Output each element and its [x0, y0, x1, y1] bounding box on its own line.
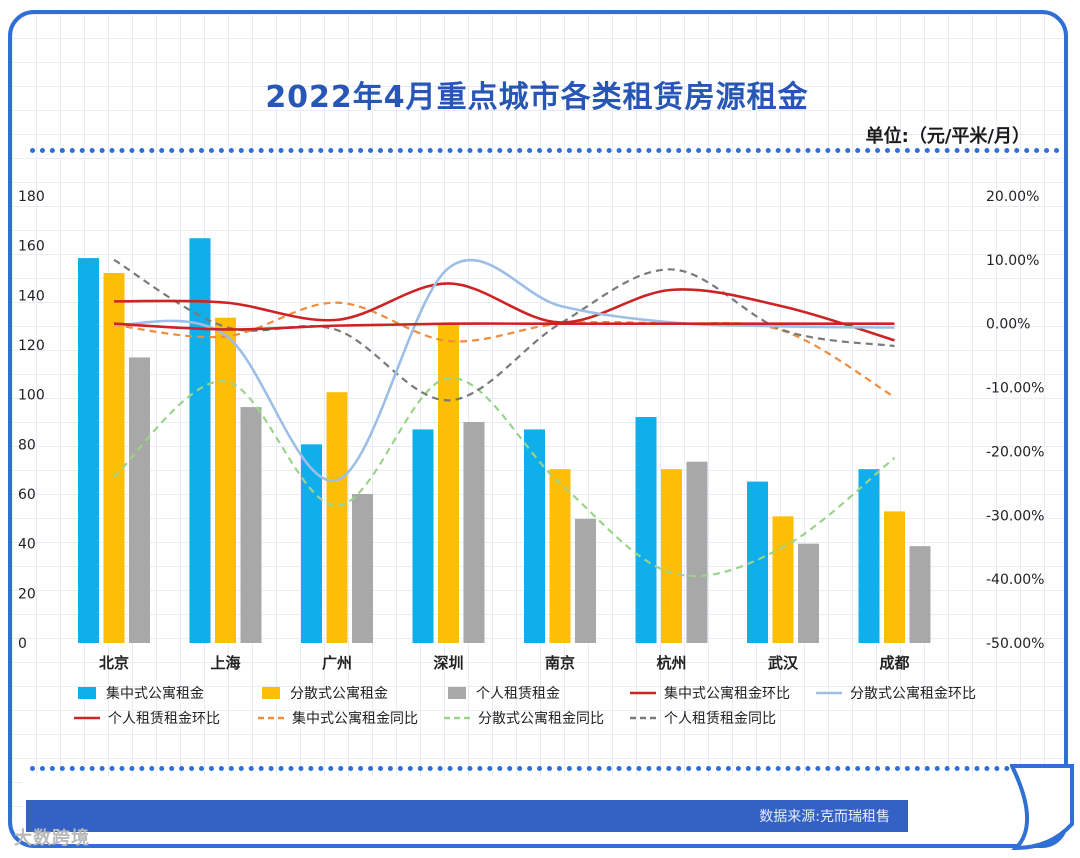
- bar: [301, 444, 322, 643]
- bar: [352, 494, 373, 643]
- right-axis-tick-label: 20.00%: [986, 189, 1039, 205]
- bar: [78, 258, 99, 643]
- right-axis-tick-label: -30.00%: [986, 508, 1044, 524]
- bar: [549, 469, 571, 643]
- left-axis-tick-label: 160: [18, 239, 45, 255]
- chart-title: 2022年4月重点城市各类租赁房源租金: [265, 80, 809, 115]
- bar: [575, 518, 596, 643]
- category-label: 广州: [322, 654, 352, 672]
- bar: [326, 392, 348, 643]
- source-bar: 数据来源:克而瑞租售: [26, 800, 908, 832]
- top-dotted-divider: [30, 148, 1064, 153]
- series-line: [113, 376, 896, 578]
- left-axis-tick-label: 20: [18, 586, 36, 602]
- category-label: 南京: [545, 654, 575, 672]
- bottom-dotted-divider: [30, 766, 1064, 771]
- right-axis-tick-label: 0.00%: [986, 317, 1030, 333]
- bar: [215, 317, 236, 643]
- series-line: [113, 322, 895, 331]
- category-label: 杭州: [656, 654, 686, 672]
- bar: [635, 417, 657, 643]
- bar: [858, 469, 880, 643]
- category-label: 武汉: [768, 654, 799, 672]
- bar: [240, 407, 262, 643]
- bar: [412, 429, 434, 643]
- left-axis-tick-label: 180: [18, 189, 45, 205]
- bar: [909, 546, 931, 643]
- left-axis-tick-label: 80: [18, 437, 36, 453]
- unit-label: 单位:（元/平米/月）: [865, 126, 1030, 147]
- legend-label: 集中式公寓租金: [106, 685, 204, 702]
- bar: [463, 421, 485, 643]
- legend-swatch: [448, 687, 466, 699]
- bar: [524, 429, 545, 643]
- bar: [129, 357, 150, 643]
- category-label: 成都: [879, 654, 909, 672]
- left-axis-tick-label: 100: [18, 388, 45, 404]
- bar: [438, 325, 459, 643]
- right-axis-tick-label: -10.00%: [986, 381, 1044, 397]
- source-text: 数据来源:克而瑞租售: [759, 809, 890, 825]
- series-line: [113, 282, 895, 342]
- category-label: 上海: [210, 654, 240, 672]
- bar: [103, 272, 125, 643]
- legend-swatch: [262, 687, 280, 699]
- left-axis-tick-label: 0: [18, 636, 27, 652]
- right-axis-tick-label: -20.00%: [986, 444, 1044, 460]
- left-axis-tick-label: 140: [18, 288, 45, 304]
- legend-label: 分散式公寓租金环比: [850, 685, 976, 702]
- page-curl-icon: [1010, 764, 1074, 850]
- bar: [772, 516, 794, 643]
- legend-swatch: [78, 687, 96, 699]
- legend-label: 个人租赁租金同比: [664, 711, 776, 727]
- legend-label: 集中式公寓租金同比: [292, 710, 418, 727]
- series-line: [113, 301, 896, 399]
- category-label: 深圳: [433, 654, 463, 672]
- right-axis-tick-label: 10.00%: [986, 253, 1039, 269]
- legend-label: 个人租赁租金环比: [108, 711, 220, 727]
- bar: [798, 543, 819, 643]
- legend-label: 分散式公寓租金同比: [478, 710, 604, 727]
- legend-label: 分散式公寓租金: [290, 685, 388, 702]
- right-axis-tick-label: -50.00%: [986, 636, 1044, 652]
- left-axis-tick-label: 60: [18, 487, 36, 503]
- series-line: [113, 258, 895, 482]
- bar: [884, 511, 905, 643]
- legend-label: 集中式公寓租金环比: [664, 685, 790, 702]
- watermark-logo: 大数跨境: [14, 828, 90, 849]
- legend-label: 个人租赁租金: [476, 686, 560, 702]
- chart-frame: 2022年4月重点城市各类租赁房源租金 单位:（元/平米/月） 数据来源:克而瑞…: [8, 10, 1068, 848]
- bar: [747, 481, 768, 643]
- left-axis-tick-label: 120: [18, 338, 45, 354]
- bar: [661, 469, 682, 643]
- bar: [686, 461, 708, 643]
- right-axis-tick-label: -40.00%: [986, 572, 1044, 588]
- category-label: 北京: [99, 654, 129, 672]
- left-axis-tick-label: 40: [18, 537, 36, 553]
- bar: [189, 238, 211, 643]
